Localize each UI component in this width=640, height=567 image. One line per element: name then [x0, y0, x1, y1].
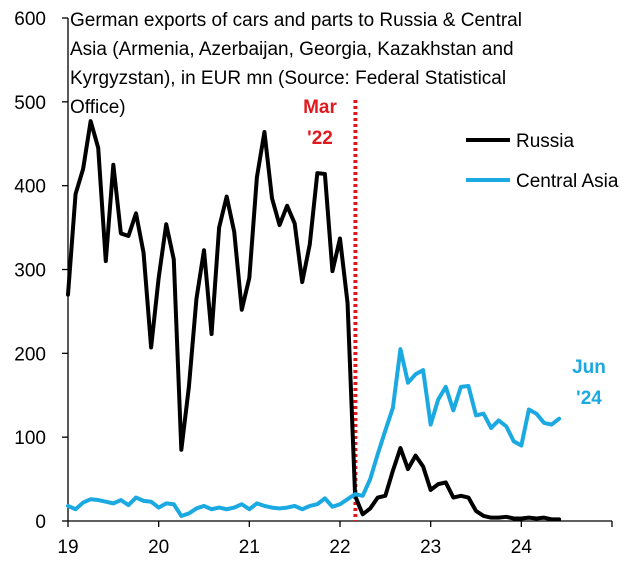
annotation-jun-24-line-1: Jun	[572, 357, 606, 378]
x-tick-label: 23	[420, 537, 441, 558]
x-tick-label: 20	[148, 537, 169, 558]
legend-label-central-asia: Central Asia	[516, 171, 619, 192]
chart-title-line-1: German exports of cars and parts to Russ…	[70, 10, 522, 31]
series-line-russia	[66, 119, 562, 522]
x-tick-label: 24	[511, 537, 533, 558]
y-tick-label: 0	[35, 512, 46, 533]
y-tick-label: 400	[14, 177, 46, 198]
chart-title-line-2: Asia (Armenia, Azerbaijan, Georgia, Kaza…	[70, 39, 514, 60]
y-axis-tick-labels: 0 100 200 300 400 500 600	[14, 9, 46, 533]
y-tick-label: 200	[14, 344, 46, 365]
x-axis-tick-labels: 19 20 21 22 23 24	[57, 537, 532, 558]
annotation-jun-24-line-2: '24	[576, 388, 602, 409]
x-tick-label: 22	[329, 537, 350, 558]
y-tick-label: 100	[14, 428, 46, 449]
annotation-layer: Mar '22 Jun '24	[303, 97, 606, 409]
series-line-central-asia	[66, 347, 562, 518]
series-layer	[66, 119, 562, 522]
legend-label-russia: Russia	[516, 131, 575, 152]
x-tick-label: 19	[57, 537, 78, 558]
annotation-mar-22-line-1: Mar	[303, 97, 337, 118]
y-tick-label: 600	[14, 9, 46, 30]
chart-title-line-4: Office)	[70, 97, 126, 118]
x-tick-label: 21	[239, 537, 260, 558]
y-tick-label: 500	[14, 93, 46, 114]
annotation-mar-22-line-2: '22	[307, 128, 333, 149]
y-tick-label: 300	[14, 261, 46, 282]
chart-title: German exports of cars and parts to Russ…	[70, 10, 522, 118]
legend: Russia Central Asia	[466, 131, 619, 192]
chart-title-line-3: Kyrgyzstan), in EUR mn (Source: Federal …	[70, 68, 506, 89]
